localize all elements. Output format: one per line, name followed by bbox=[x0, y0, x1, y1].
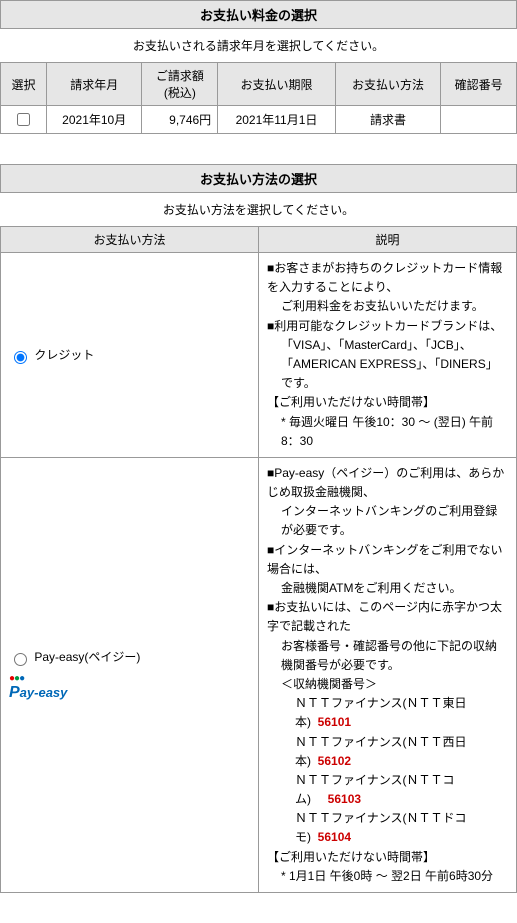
credit-desc: ■お客さまがお持ちのクレジットカード情報を入力することにより、 ご利用料金をお支… bbox=[259, 253, 517, 458]
payeasy-option[interactable]: Pay-easy(ペイジー) bbox=[9, 650, 140, 664]
method-table: お支払い方法 説明 クレジット ■お客さまがお持ちのクレジットカード情報を入力す… bbox=[0, 226, 517, 893]
billing-subtitle: お支払いされる請求年月を選択してください。 bbox=[0, 29, 517, 62]
payeasy-label: Pay-easy(ペイジー) bbox=[34, 650, 140, 664]
col-amount: ご請求額 (税込) bbox=[142, 63, 218, 106]
billing-section: お支払い料金の選択 お支払いされる請求年月を選択してください。 選択 請求年月 … bbox=[0, 0, 517, 134]
credit-radio[interactable] bbox=[14, 351, 27, 364]
col-method-name: お支払い方法 bbox=[1, 227, 259, 253]
row-checkbox[interactable] bbox=[17, 113, 30, 126]
credit-label: クレジット bbox=[34, 348, 94, 362]
col-period: 請求年月 bbox=[46, 63, 142, 106]
cell-confirm bbox=[441, 106, 517, 134]
method-title: お支払い方法の選択 bbox=[0, 164, 517, 193]
payeasy-row: Pay-easy(ペイジー) ●●● Pay-easy ■Pay-easy（ペイ… bbox=[1, 457, 517, 892]
credit-option[interactable]: クレジット bbox=[9, 348, 94, 362]
cell-amount: 9,746円 bbox=[142, 106, 218, 134]
col-method: お支払い方法 bbox=[335, 63, 440, 106]
method-section: お支払い方法の選択 お支払い方法を選択してください。 お支払い方法 説明 クレジ… bbox=[0, 164, 517, 893]
cell-period: 2021年10月 bbox=[46, 106, 142, 134]
payeasy-radio[interactable] bbox=[14, 653, 27, 666]
payeasy-desc: ■Pay-easy（ペイジー）のご利用は、あらかじめ取扱金融機関、 インターネッ… bbox=[259, 457, 517, 892]
col-method-desc: 説明 bbox=[259, 227, 517, 253]
billing-table: 選択 請求年月 ご請求額 (税込) お支払い期限 お支払い方法 確認番号 202… bbox=[0, 62, 517, 134]
col-confirm: 確認番号 bbox=[441, 63, 517, 106]
col-due: お支払い期限 bbox=[218, 63, 336, 106]
cell-method: 請求書 bbox=[335, 106, 440, 134]
billing-title: お支払い料金の選択 bbox=[0, 0, 517, 29]
method-subtitle: お支払い方法を選択してください。 bbox=[0, 193, 517, 226]
col-select: 選択 bbox=[1, 63, 47, 106]
credit-row: クレジット ■お客さまがお持ちのクレジットカード情報を入力することにより、 ご利… bbox=[1, 253, 517, 458]
payeasy-logo-icon: ●●● Pay-easy bbox=[9, 670, 252, 702]
table-row: 2021年10月 9,746円 2021年11月1日 請求書 bbox=[1, 106, 517, 134]
cell-due: 2021年11月1日 bbox=[218, 106, 336, 134]
